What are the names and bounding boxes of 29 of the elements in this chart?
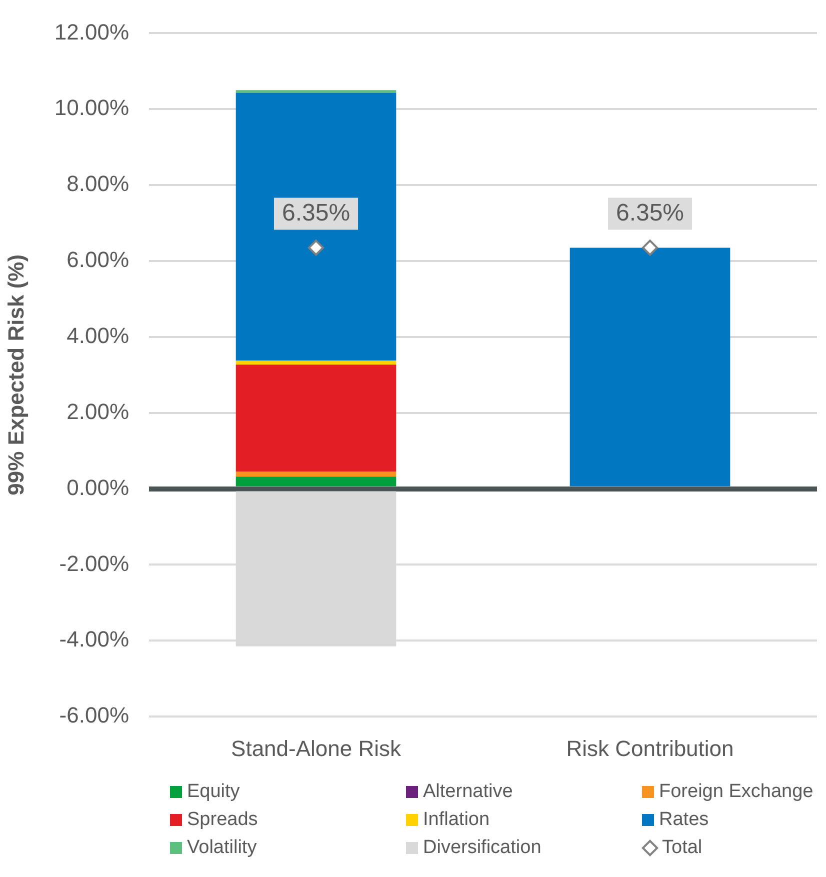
y-tick-label: 4.00%	[66, 322, 130, 348]
x-tick-label: Stand-Alone Risk	[231, 736, 402, 761]
legend-label: Diversification	[423, 837, 542, 859]
legend-label: Foreign Exchange	[659, 781, 814, 803]
legend-label: Alternative	[423, 781, 513, 803]
data-label: 6.35%	[282, 199, 350, 226]
y-tick-label: -4.00%	[59, 626, 130, 652]
legend-label: Equity	[187, 781, 240, 803]
y-tick-label: -6.00%	[59, 702, 130, 728]
legend-label: Rates	[659, 809, 709, 831]
data-label: 6.35%	[616, 199, 684, 226]
bar	[236, 472, 396, 477]
x-tick-label: Risk Contribution	[566, 736, 734, 761]
y-tick-label: -2.00%	[59, 550, 130, 576]
y-tick-label: 6.00%	[66, 247, 130, 272]
bar	[236, 360, 396, 365]
bar	[236, 92, 396, 360]
y-tick-label: 12.00%	[54, 19, 130, 44]
y-tick-label: 8.00%	[66, 171, 130, 196]
bar	[236, 90, 396, 93]
legend-label: Inflation	[423, 809, 490, 831]
y-axis-title: 99% Expected Risk (%)	[3, 254, 28, 496]
bar	[236, 364, 396, 472]
legend-label: Total	[662, 837, 702, 859]
y-tick-label: 10.00%	[54, 95, 130, 120]
legend-label: Volatility	[187, 837, 257, 859]
legend-label: Spreads	[187, 809, 258, 831]
y-tick-label: 0.00%	[66, 474, 130, 500]
y-tick-label: 2.00%	[66, 398, 130, 424]
